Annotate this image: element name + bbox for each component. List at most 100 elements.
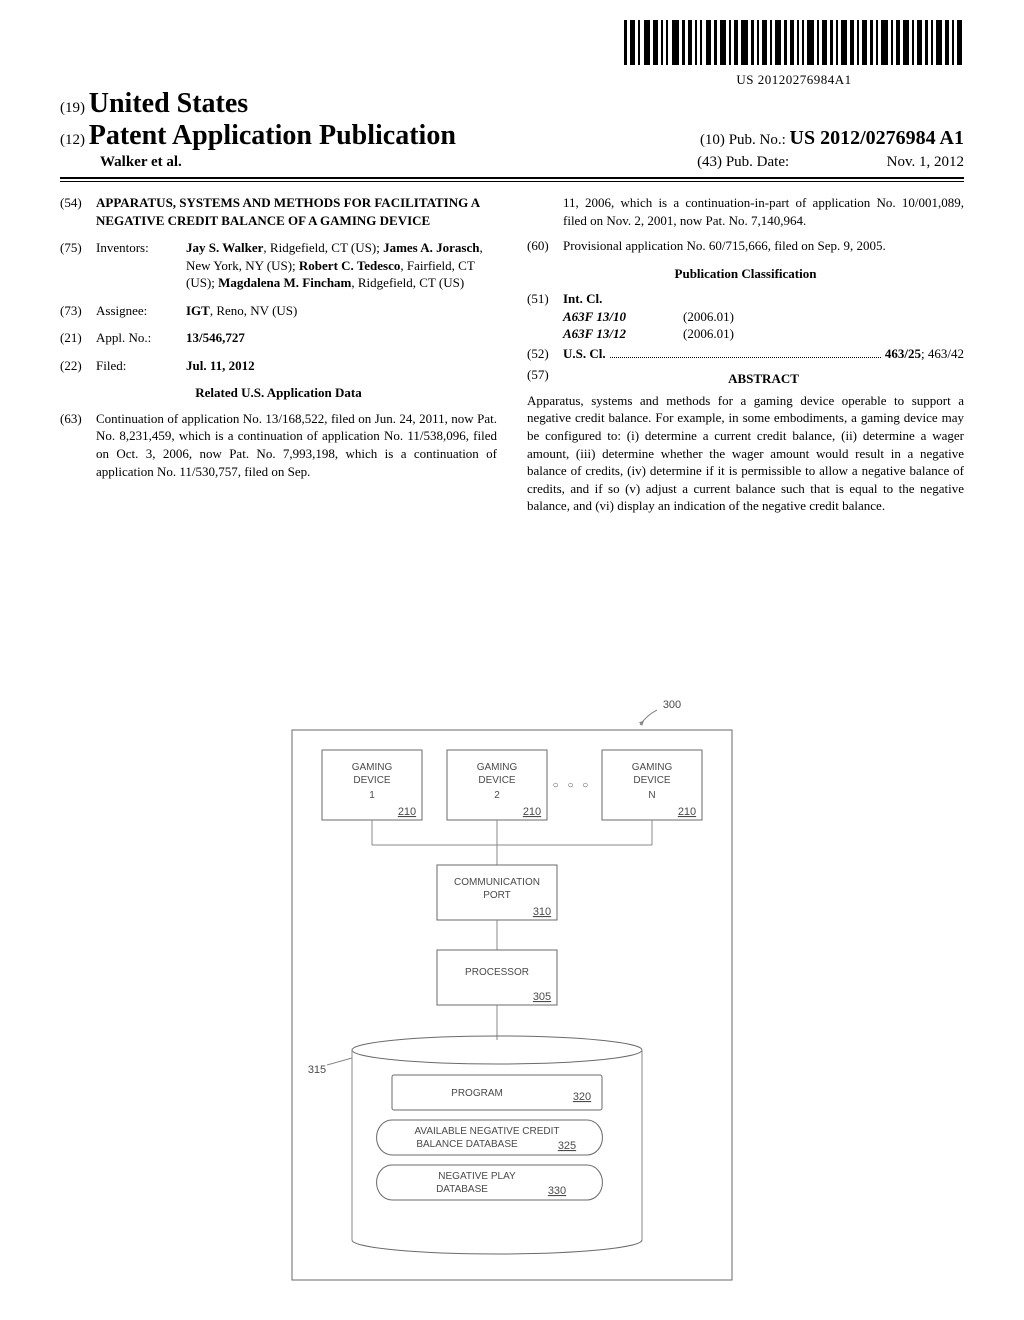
pub-date: Nov. 1, 2012 bbox=[887, 154, 964, 170]
svg-text:PROGRAM: PROGRAM bbox=[451, 1088, 503, 1099]
code-19: (19) bbox=[60, 100, 85, 116]
inventors-row: (75) Inventors: Jay S. Walker, Ridgefiel… bbox=[60, 239, 497, 292]
country-line: (19) United States bbox=[60, 88, 964, 120]
assignee-name: IGT bbox=[186, 303, 210, 318]
svg-text:325: 325 bbox=[558, 1140, 576, 1152]
uscl-row: (52) U.S. Cl. 463/25; 463/42 bbox=[527, 345, 964, 363]
pub-no: US 2012/0276984 A1 bbox=[790, 127, 964, 149]
uscl-body: U.S. Cl. 463/25; 463/42 bbox=[563, 345, 964, 363]
svg-text:1: 1 bbox=[369, 790, 375, 801]
applno-label: Appl. No.: bbox=[96, 329, 186, 347]
intcl-1-cls: A63F 13/12 bbox=[563, 325, 683, 343]
code-10: (10) bbox=[700, 132, 725, 148]
abstract-heading: ABSTRACT bbox=[563, 370, 964, 388]
code-22: (22) bbox=[60, 357, 96, 375]
svg-text:BALANCE DATABASE: BALANCE DATABASE bbox=[416, 1139, 518, 1150]
code-54: (54) bbox=[60, 194, 96, 229]
provisional-row: (60) Provisional application No. 60/715,… bbox=[527, 237, 964, 255]
svg-text:315: 315 bbox=[308, 1064, 326, 1076]
continuation-text: Continuation of application No. 13/168,5… bbox=[96, 410, 497, 480]
rule-thick bbox=[60, 177, 964, 179]
right-column: 11, 2006, which is a continuation-in-par… bbox=[527, 194, 964, 515]
svg-text:330: 330 bbox=[548, 1185, 566, 1197]
code-57: (57) bbox=[527, 366, 563, 392]
pub-no-label: Pub. No.: bbox=[729, 132, 786, 148]
invention-title: APPARATUS, SYSTEMS AND METHODS FOR FACIL… bbox=[96, 194, 497, 229]
svg-text:AVAILABLE NEGATIVE CREDIT: AVAILABLE NEGATIVE CREDIT bbox=[414, 1126, 559, 1137]
authors: Walker et al. bbox=[60, 154, 182, 171]
svg-text:DEVICE: DEVICE bbox=[633, 775, 671, 786]
intcl-row: (51) Int. Cl. A63F 13/10(2006.01) A63F 1… bbox=[527, 290, 964, 343]
applno-body: 13/546,727 bbox=[186, 329, 497, 347]
assignee-loc: , Reno, NV (US) bbox=[210, 303, 298, 318]
code-12: (12) bbox=[60, 132, 85, 148]
left-column: (54) APPARATUS, SYSTEMS AND METHODS FOR … bbox=[60, 194, 497, 515]
provisional-text: Provisional application No. 60/715,666, … bbox=[563, 237, 964, 255]
continuation-cont: 11, 2006, which is a continuation-in-par… bbox=[527, 194, 964, 229]
header: (19) United States (12) Patent Applicati… bbox=[60, 88, 964, 182]
rule-thin bbox=[60, 181, 964, 182]
related-heading: Related U.S. Application Data bbox=[60, 384, 497, 402]
abstract-heading-row: (57) ABSTRACT bbox=[527, 366, 964, 392]
assignee-body: IGT, Reno, NV (US) bbox=[186, 302, 497, 320]
classification-heading: Publication Classification bbox=[527, 265, 964, 283]
code-63: (63) bbox=[60, 410, 96, 480]
code-52: (52) bbox=[527, 345, 563, 363]
svg-text:DATABASE: DATABASE bbox=[436, 1184, 488, 1195]
dotted-leader bbox=[610, 348, 881, 358]
barcode-graphic bbox=[624, 20, 964, 65]
pub-type: Patent Application Publication bbox=[89, 120, 456, 151]
body-columns: (54) APPARATUS, SYSTEMS AND METHODS FOR … bbox=[60, 194, 964, 515]
svg-text:N: N bbox=[648, 790, 655, 801]
uscl-other: ; 463/42 bbox=[921, 346, 964, 361]
svg-text:GAMING: GAMING bbox=[477, 762, 518, 773]
code-51: (51) bbox=[527, 290, 563, 343]
svg-text:GAMING: GAMING bbox=[632, 762, 673, 773]
code-73: (73) bbox=[60, 302, 96, 320]
pub-date-label: Pub. Date: bbox=[726, 154, 789, 170]
intcl-body: Int. Cl. A63F 13/10(2006.01) A63F 13/12(… bbox=[563, 290, 964, 343]
intcl-1-ver: (2006.01) bbox=[683, 325, 734, 343]
code-43: (43) bbox=[697, 154, 722, 170]
code-21: (21) bbox=[60, 329, 96, 347]
applno-row: (21) Appl. No.: 13/546,727 bbox=[60, 329, 497, 347]
filed-row: (22) Filed: Jul. 11, 2012 bbox=[60, 357, 497, 375]
uscl-main: 463/25 bbox=[885, 346, 921, 361]
svg-text:310: 310 bbox=[533, 906, 551, 918]
applno-value: 13/546,727 bbox=[186, 330, 245, 345]
publication-line: (12) Patent Application Publication (10)… bbox=[60, 120, 964, 152]
svg-text:DEVICE: DEVICE bbox=[478, 775, 516, 786]
assignee-label: Assignee: bbox=[96, 302, 186, 320]
figure-300: 300 GAMING DEVICE 1 210 GAMING DEVICE 2 … bbox=[252, 680, 772, 1290]
uscl-label: U.S. Cl. bbox=[563, 345, 606, 363]
svg-text:210: 210 bbox=[678, 806, 696, 818]
svg-text:○ ○ ○: ○ ○ ○ bbox=[553, 780, 592, 791]
intcl-label: Int. Cl. bbox=[563, 291, 602, 306]
filed-value: Jul. 11, 2012 bbox=[186, 358, 255, 373]
svg-text:2: 2 bbox=[494, 790, 500, 801]
barcode-text: US 20120276984A1 bbox=[624, 72, 964, 88]
svg-text:DEVICE: DEVICE bbox=[353, 775, 391, 786]
author-line: Walker et al. (43) Pub. Date: Nov. 1, 20… bbox=[60, 154, 964, 171]
svg-text:PORT: PORT bbox=[483, 890, 511, 901]
svg-text:GAMING: GAMING bbox=[352, 762, 393, 773]
inventors-label: Inventors: bbox=[96, 239, 186, 292]
country-name: United States bbox=[89, 88, 248, 119]
intcl-0-ver: (2006.01) bbox=[683, 308, 734, 326]
svg-text:PROCESSOR: PROCESSOR bbox=[465, 967, 529, 978]
title-row: (54) APPARATUS, SYSTEMS AND METHODS FOR … bbox=[60, 194, 497, 229]
svg-text:NEGATIVE PLAY: NEGATIVE PLAY bbox=[438, 1171, 516, 1182]
svg-text:210: 210 bbox=[523, 806, 541, 818]
svg-text:210: 210 bbox=[398, 806, 416, 818]
filed-body: Jul. 11, 2012 bbox=[186, 357, 497, 375]
abstract-text: Apparatus, systems and methods for a gam… bbox=[527, 392, 964, 515]
inventors-list: Jay S. Walker, Ridgefield, CT (US); Jame… bbox=[186, 239, 497, 292]
intcl-0-cls: A63F 13/10 bbox=[563, 308, 683, 326]
barcode-region: US 20120276984A1 bbox=[624, 20, 964, 88]
continuation-row: (63) Continuation of application No. 13/… bbox=[60, 410, 497, 480]
svg-text:COMMUNICATION: COMMUNICATION bbox=[454, 877, 540, 888]
filed-label: Filed: bbox=[96, 357, 186, 375]
fig-ref-300: 300 bbox=[663, 699, 681, 711]
svg-text:320: 320 bbox=[573, 1091, 591, 1103]
svg-text:305: 305 bbox=[533, 991, 551, 1003]
